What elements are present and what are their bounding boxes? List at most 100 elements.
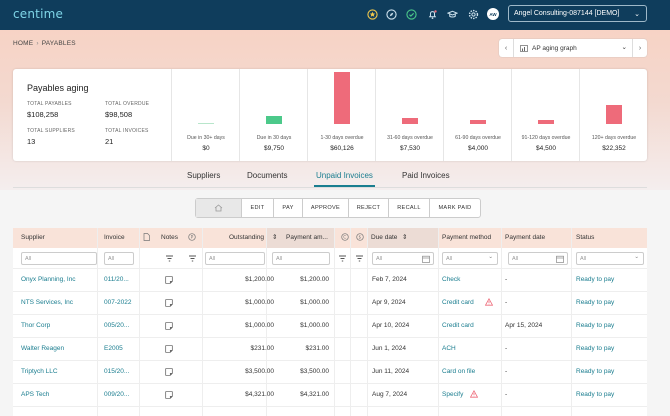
payment-method-header[interactable]: Payment method — [442, 234, 492, 241]
reject-button[interactable]: REJECT — [348, 199, 388, 217]
filter-icon[interactable] — [338, 254, 347, 263]
tab-paid-invoices[interactable]: Paid Invoices — [402, 171, 450, 180]
supplier-filter[interactable]: All — [21, 252, 97, 265]
supplier-link[interactable]: Onyx Planning, Inc — [21, 276, 76, 283]
aging-bucket[interactable]: Due in 30 days $9,750 — [239, 69, 307, 161]
aging-bucket[interactable]: 1-30 days overdue $60,126 — [307, 69, 375, 161]
invoice-action-toolbar: EDIT PAY APPROVE REJECT RECALL MARK PAID — [195, 198, 481, 218]
note-icon[interactable] — [165, 322, 173, 330]
centime-logo[interactable]: centime — [13, 7, 64, 21]
company-selector[interactable]: Angel Consulting-087144 [DEMO] ⌄ — [508, 5, 647, 22]
table-row[interactable]: NTS Services, Inc 007-2022 $1,000.00 $1,000… — [13, 292, 647, 315]
sort-desc-icon[interactable]: ⇕ — [402, 234, 408, 241]
invoice-link[interactable]: E2005 — [104, 345, 123, 352]
pay-button[interactable]: PAY — [273, 199, 302, 217]
status-link[interactable]: Ready to pay — [576, 391, 615, 398]
aging-bucket[interactable]: 31-60 days overdue $7,530 — [375, 69, 443, 161]
payment-date-header[interactable]: Payment date — [505, 234, 546, 241]
chevron-down-icon: ⌄ — [634, 254, 639, 260]
status-link[interactable]: Ready to pay — [576, 345, 615, 352]
due-date-filter[interactable]: All — [372, 252, 434, 265]
aging-bucket-amount: $4,500 — [536, 145, 556, 152]
invoice-link[interactable]: 005/20... — [104, 322, 130, 329]
gear-icon[interactable] — [467, 8, 479, 20]
breadcrumb-home[interactable]: HOME — [13, 40, 34, 47]
status-link[interactable]: Ready to pay — [576, 276, 615, 283]
total-overdue-value: $98,508 — [105, 110, 133, 119]
approve-button[interactable]: APPROVE — [302, 199, 348, 217]
invoice-header[interactable]: Invoice — [104, 234, 125, 241]
mark-paid-button[interactable]: MARK PAID — [429, 199, 480, 217]
payment-method-link[interactable]: Credit card — [442, 299, 474, 306]
invoice-link[interactable]: 009/20... — [104, 391, 130, 398]
aging-bucket[interactable]: 120+ days overdue $22,352 — [579, 69, 647, 161]
table-row[interactable]: Onyx Planning, Inc 011/20... $1,200.00 $1,2… — [13, 269, 647, 292]
supplier-link[interactable]: Walter Reagen — [21, 345, 65, 352]
payment-date-filter[interactable]: All — [508, 252, 568, 265]
status-link[interactable]: Ready to pay — [576, 322, 615, 329]
payment-method-link[interactable]: Specify — [442, 391, 464, 398]
invoice-link[interactable]: 011/20... — [104, 276, 129, 283]
payment-amount-header[interactable]: Payment am... — [286, 234, 328, 241]
note-icon[interactable] — [165, 368, 173, 376]
due-date: Jun 11, 2024 — [372, 368, 410, 375]
filter-icon[interactable] — [355, 254, 364, 263]
payables-aging-card: Payables aging TOTAL PAYABLES $108,258 T… — [13, 69, 647, 161]
sort-icon[interactable]: ⇕ — [272, 234, 278, 241]
check-badge-icon[interactable] — [405, 8, 417, 20]
payment-method-link[interactable]: Credit card — [442, 322, 474, 329]
payment-amount-filter[interactable]: All — [272, 252, 330, 265]
supplier-link[interactable]: Triptych LLC — [21, 368, 58, 375]
user-avatar[interactable]: AW — [487, 8, 499, 20]
table-row[interactable]: Triptych LLC 015/20... $3,500.00 $3,500.00 J… — [13, 361, 647, 384]
status-header[interactable]: Status — [576, 234, 595, 241]
payment-method-link[interactable]: Check — [442, 276, 461, 283]
payment-date: - — [505, 276, 508, 283]
invoice-filter[interactable]: All — [104, 252, 134, 265]
tab-documents[interactable]: Documents — [247, 171, 288, 180]
column-divider — [571, 228, 572, 416]
status-link[interactable]: Ready to pay — [576, 299, 615, 306]
status-filter[interactable]: All ⌄ — [576, 252, 644, 265]
aging-bucket[interactable]: 61-90 days overdue $4,000 — [443, 69, 511, 161]
graduation-cap-icon[interactable] — [446, 8, 458, 20]
payment-method-link[interactable]: Card on file — [442, 368, 476, 375]
supplier-header[interactable]: Supplier — [21, 234, 45, 241]
note-icon[interactable] — [165, 345, 173, 353]
table-row[interactable]: Walter Reagen E2005 $231.00 $231.00 Jun 1, 2… — [13, 338, 647, 361]
top-navigation-bar: centime AW Angel Consulting-087144 [DEMO… — [0, 0, 670, 30]
invoice-link[interactable]: 007-2022 — [104, 299, 132, 306]
note-icon[interactable] — [165, 391, 173, 399]
payment-method-link[interactable]: ACH — [442, 345, 456, 352]
payment-method-filter[interactable]: All ⌄ — [442, 252, 498, 265]
previous-graph-button[interactable]: ‹ — [504, 44, 508, 52]
due-date-header[interactable]: Due date — [371, 234, 398, 241]
graph-type-select[interactable]: AP aging graph ⌄ — [513, 39, 633, 57]
note-icon[interactable] — [165, 299, 173, 307]
tab-unpaid-invoices[interactable]: Unpaid Invoices — [314, 171, 375, 187]
edit-button[interactable]: EDIT — [241, 199, 273, 217]
star-badge-icon[interactable] — [366, 8, 378, 20]
invoice-link[interactable]: 015/20... — [104, 368, 130, 375]
aging-bucket[interactable]: 91-120 days overdue $4,500 — [511, 69, 579, 161]
recall-button[interactable]: RECALL — [388, 199, 429, 217]
next-graph-button[interactable]: › — [638, 44, 642, 52]
compass-icon[interactable] — [385, 8, 397, 20]
supplier-link[interactable]: NTS Services, Inc — [21, 299, 74, 306]
supplier-link[interactable]: APS Tech — [21, 391, 50, 398]
home-button[interactable] — [196, 199, 241, 217]
outstanding-filter[interactable]: All — [205, 252, 265, 265]
outstanding-header[interactable]: Outstanding — [229, 234, 265, 241]
tab-suppliers[interactable]: Suppliers — [187, 171, 221, 180]
table-row[interactable]: APS Tech 009/20... $4,321.00 $4,321.00 Aug 7… — [13, 384, 647, 407]
filter-icon[interactable] — [188, 254, 197, 263]
bell-icon[interactable] — [426, 8, 438, 20]
notes-header[interactable]: Notes — [161, 234, 178, 241]
table-row[interactable]: Thor Corp 005/20... $1,000.00 $1,000.00 Apr … — [13, 315, 647, 338]
aging-bucket[interactable]: Due in 30+ days $0 — [171, 69, 239, 161]
aging-bucket-amount: $60,126 — [330, 145, 354, 152]
supplier-link[interactable]: Thor Corp — [21, 322, 51, 329]
note-icon[interactable] — [165, 276, 173, 284]
status-link[interactable]: Ready to pay — [576, 368, 615, 375]
filter-icon[interactable] — [165, 254, 174, 263]
